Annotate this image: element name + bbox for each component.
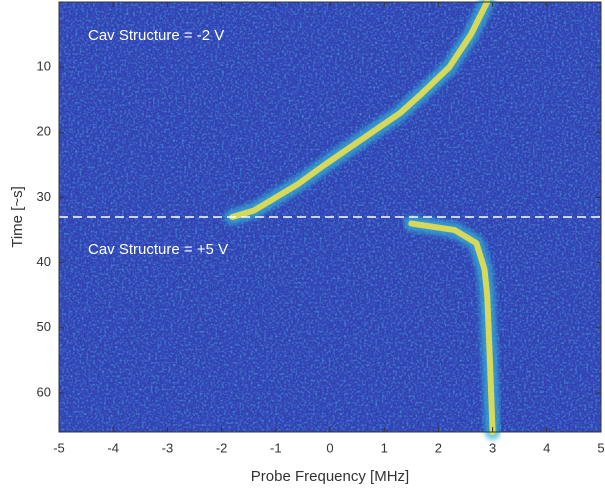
y-axis-label: Time [~s] [9,186,26,248]
y-tick-label: 30 [37,189,51,204]
x-axis-label: Probe Frequency [MHz] [251,468,409,485]
y-tick-label: 50 [37,319,51,334]
x-tick-label: -3 [162,440,174,455]
x-tick-label: -2 [216,440,228,455]
y-tick-label: 60 [37,384,51,399]
y-tick-label: 40 [37,254,51,269]
y-tick-label: 20 [37,124,51,139]
x-tick-label: -5 [53,440,65,455]
trace [229,0,491,220]
x-tick-label: -1 [270,440,282,455]
x-tick-label: 2 [435,440,442,455]
trace [408,220,496,435]
annotation: Cav Structure = +5 V [88,241,228,258]
x-tick-label: 0 [326,440,333,455]
y-tick-label: 10 [37,59,51,74]
x-tick-label: -4 [107,440,119,455]
x-tick-label: 3 [489,440,496,455]
x-tick-label: 4 [543,440,550,455]
x-tick-label: 1 [381,440,388,455]
x-tick-label: 5 [597,440,604,455]
annotation: Cav Structure = -2 V [88,27,224,44]
